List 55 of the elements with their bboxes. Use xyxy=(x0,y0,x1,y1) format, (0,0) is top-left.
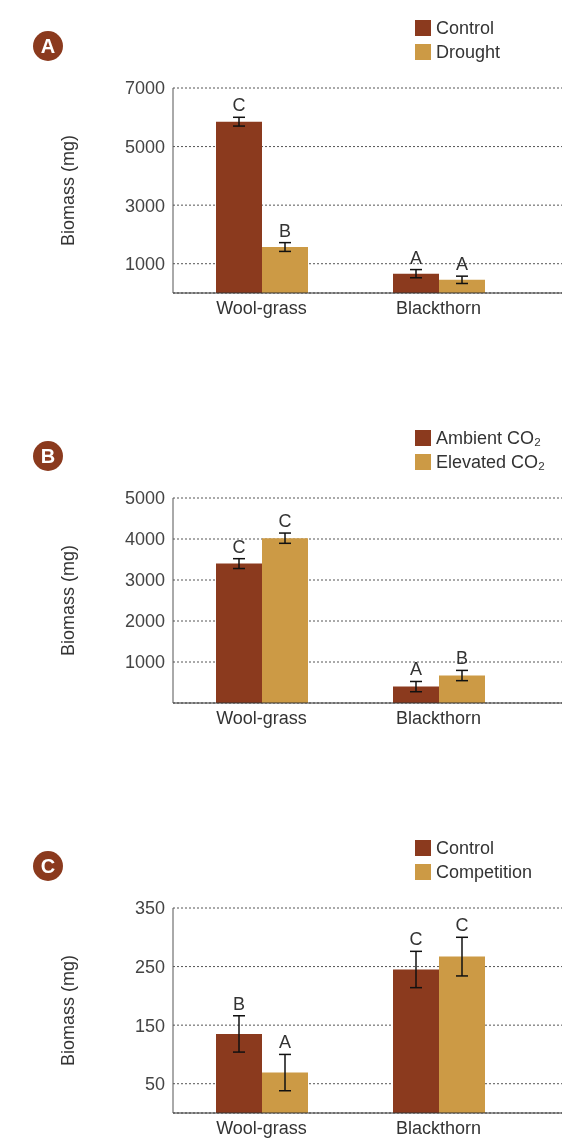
bar xyxy=(262,538,308,703)
bar xyxy=(439,675,485,703)
bar xyxy=(262,247,308,293)
chart-title: A xyxy=(33,31,63,61)
legend-label: Ambient CO₂ xyxy=(436,427,542,450)
x-tick-label: Wool-grass xyxy=(216,1117,307,1138)
legend-label: Elevated CO₂ xyxy=(436,451,546,474)
x-tick-label: Blackthorn xyxy=(395,1117,482,1138)
bar xyxy=(439,279,485,293)
annotation: A xyxy=(455,254,469,275)
legend-label: Control xyxy=(436,837,495,860)
bar xyxy=(216,1033,262,1113)
bar xyxy=(393,273,439,293)
y-tick-label: 5000 xyxy=(124,488,165,509)
x-tick-label: Blackthorn xyxy=(395,707,482,728)
x-tick-label: Wool-grass xyxy=(216,707,307,728)
bar xyxy=(393,969,439,1113)
annotation: C xyxy=(455,915,469,936)
bar xyxy=(262,1072,308,1113)
y-tick-label: 2000 xyxy=(124,611,165,632)
y-axis-title: Biomass (mg) xyxy=(58,954,79,1067)
annotation: C xyxy=(232,95,246,116)
annotation: A xyxy=(409,659,423,680)
annotation: A xyxy=(409,247,423,268)
annotation: C xyxy=(278,511,292,532)
bar xyxy=(216,563,262,703)
annotation: B xyxy=(455,648,469,669)
y-axis-title: Biomass (mg) xyxy=(58,544,79,657)
chart-title: B xyxy=(33,441,63,471)
y-tick-label: 1000 xyxy=(124,254,165,275)
y-tick-label: 150 xyxy=(134,1015,165,1036)
legend-label: Control xyxy=(436,17,495,40)
legend-label: Competition xyxy=(436,861,533,884)
y-tick-label: 250 xyxy=(134,956,165,977)
chart-title: C xyxy=(33,851,63,881)
annotation: C xyxy=(232,536,246,557)
bar xyxy=(216,121,262,293)
bar xyxy=(393,686,439,703)
y-tick-label: 1000 xyxy=(124,652,165,673)
annotation: A xyxy=(278,1032,292,1053)
x-tick-label: Blackthorn xyxy=(395,297,482,318)
bar xyxy=(439,956,485,1113)
y-tick-label: 50 xyxy=(144,1074,165,1095)
y-tick-label: 350 xyxy=(134,898,165,919)
annotation: B xyxy=(278,220,292,241)
y-tick-label: 3000 xyxy=(124,195,165,216)
y-tick-label: 5000 xyxy=(124,136,165,157)
annotation: C xyxy=(409,929,423,950)
annotation: B xyxy=(232,993,246,1014)
y-tick-label: 7000 xyxy=(124,78,165,99)
y-tick-label: 3000 xyxy=(124,570,165,591)
x-tick-label: Wool-grass xyxy=(216,297,307,318)
y-axis-title: Biomass (mg) xyxy=(58,134,79,247)
legend-label: Drought xyxy=(436,41,501,64)
y-tick-label: 4000 xyxy=(124,529,165,550)
